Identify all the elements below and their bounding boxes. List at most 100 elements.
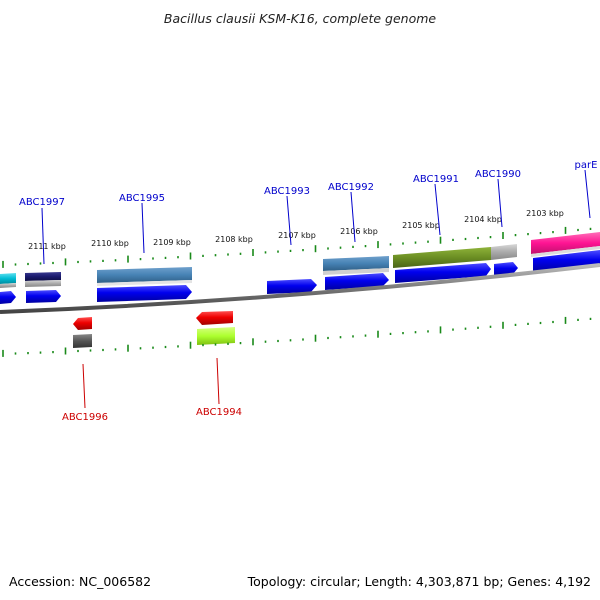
gene-label-abc1992[interactable]: ABC1992 [328, 182, 374, 193]
scale-label: 2108 kbp [215, 235, 253, 244]
minor-tick [327, 247, 329, 250]
minor-tick [164, 256, 167, 259]
minor-tick [577, 228, 579, 232]
minor-tick [302, 338, 304, 341]
minor-tick [414, 241, 417, 244]
feature-bar-navy [25, 272, 61, 281]
feature-bar-steelblue [323, 256, 389, 271]
minor-tick [577, 318, 579, 321]
minor-tick [264, 340, 267, 343]
minor-tick [489, 325, 492, 328]
leader-line [497, 178, 503, 228]
minor-tick [452, 238, 454, 241]
minor-tick [239, 252, 242, 255]
major-tick [2, 260, 4, 268]
minor-tick [514, 234, 517, 237]
gene-label-abc1993[interactable]: ABC1993 [264, 186, 310, 197]
leader-line [286, 195, 292, 246]
upper-scale-ticks [2, 226, 592, 268]
gene-label-abc1994[interactable]: ABC1994 [196, 407, 242, 418]
major-tick [564, 316, 567, 324]
major-tick [2, 349, 4, 357]
major-tick [127, 255, 129, 263]
feature-bar-grey [491, 244, 517, 260]
minor-tick [239, 342, 242, 345]
major-tick [377, 241, 379, 249]
minor-tick [14, 263, 17, 266]
scale-label: 2107 kbp [278, 231, 316, 240]
minor-tick [139, 347, 142, 350]
minor-tick [289, 249, 292, 252]
leader-line [434, 183, 441, 236]
reverse-gene-labels: ABC1996 ABC1994 [62, 407, 242, 423]
gene-label-abc1995[interactable]: ABC1995 [119, 193, 165, 204]
minor-tick [227, 342, 229, 345]
minor-tick [264, 251, 267, 254]
minor-tick [39, 262, 42, 265]
minor-tick [414, 331, 417, 334]
minor-tick [514, 323, 517, 326]
feature-bar-cyan-shadow [0, 283, 16, 288]
scale-label: 2103 kbp [526, 209, 564, 218]
minor-tick [589, 317, 592, 320]
gene-label-pare[interactable]: parE [575, 160, 598, 171]
minor-tick [427, 240, 429, 243]
major-tick [439, 236, 442, 244]
leader-line [141, 202, 145, 254]
minor-tick [177, 256, 179, 259]
major-tick [377, 330, 379, 338]
reverse-cds-track [73, 311, 235, 348]
feature-bar-olive [393, 247, 491, 268]
gene-label-abc1990[interactable]: ABC1990 [475, 169, 521, 180]
major-tick [127, 344, 129, 352]
minor-tick [477, 326, 479, 329]
minor-tick [489, 236, 492, 239]
major-tick [252, 249, 254, 256]
leader-line [584, 169, 591, 219]
leader-line [41, 207, 45, 265]
minor-tick [452, 328, 454, 331]
minor-tick [339, 246, 342, 249]
map-title: Bacillus clausii KSM-K16, complete genom… [164, 11, 437, 26]
forward-cds-track [0, 250, 600, 304]
minor-tick [202, 254, 204, 257]
minor-tick [539, 321, 542, 325]
major-tick [439, 326, 442, 334]
major-tick [189, 341, 192, 349]
genome-backbone [0, 263, 600, 314]
minor-tick [27, 262, 29, 266]
leader-line [350, 191, 356, 243]
gene-label-abc1991[interactable]: ABC1991 [413, 174, 459, 185]
minor-tick [77, 260, 79, 264]
gene-label-abc1996[interactable]: ABC1996 [62, 412, 108, 423]
minor-tick [527, 322, 529, 325]
major-tick [64, 347, 67, 355]
minor-tick [14, 352, 17, 355]
forward-cds-arrow [533, 250, 600, 272]
minor-tick [327, 336, 329, 340]
leader-line [82, 363, 86, 409]
minor-tick [27, 352, 29, 355]
gene-label-abc1997[interactable]: ABC1997 [19, 197, 65, 208]
minor-tick [364, 334, 367, 337]
minor-tick [102, 348, 104, 352]
minor-tick [539, 232, 542, 235]
minor-tick [202, 344, 204, 347]
minor-tick [527, 233, 529, 236]
major-tick [564, 226, 567, 234]
minor-tick [589, 227, 592, 230]
minor-tick [139, 258, 142, 261]
minor-tick [114, 348, 117, 351]
feature-bar-lime [197, 327, 235, 345]
minor-tick [277, 250, 279, 253]
minor-tick [214, 343, 217, 346]
forward-gene-labels: ABC1997 ABC1995 ABC1993 ABC1992 ABC1991 … [19, 160, 597, 208]
minor-tick [552, 231, 554, 234]
forward-cds-arrow [494, 262, 518, 276]
major-tick [252, 338, 254, 346]
forward-cds-arrow [97, 285, 192, 302]
minor-tick [114, 259, 117, 262]
minor-tick [39, 351, 42, 354]
major-tick [314, 245, 317, 253]
minor-tick [302, 249, 304, 252]
